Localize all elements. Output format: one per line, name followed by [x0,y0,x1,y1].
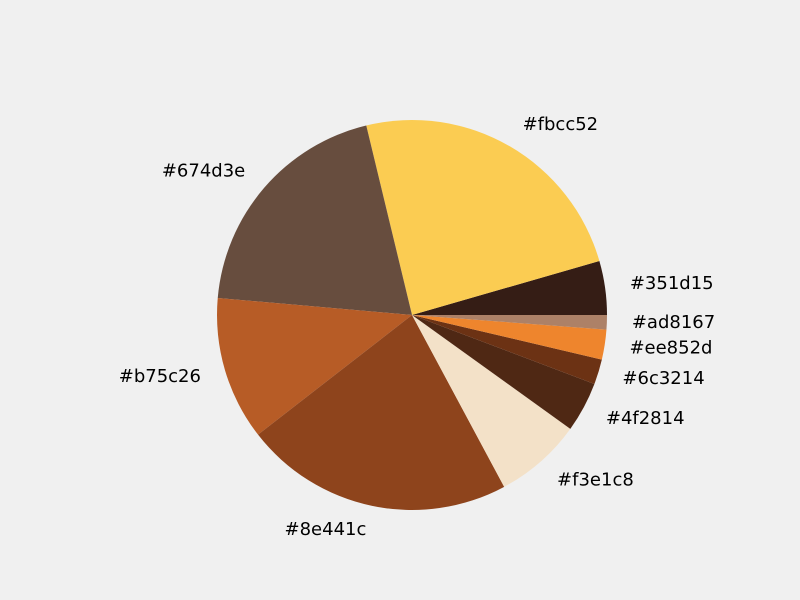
pie-slice-label-8: #ee852d [629,337,712,358]
pie-slice-9 [412,315,607,330]
pie-slice-label-1: #fbcc52 [523,114,599,135]
pie-slice-6 [412,315,595,429]
pie-slice-1 [366,119,600,315]
pie-slice-label-0: #351d15 [630,273,714,294]
pie-slice-label-6: #4f2814 [606,408,685,429]
pie-slice-label-9: #ad8167 [632,312,715,333]
pie-slice-2 [217,125,412,315]
pie-slice-label-2: #674d3e [162,160,245,181]
pie-slices [217,119,607,511]
pie-slice-label-3: #b75c26 [119,366,201,387]
pie-slice-7 [412,315,602,384]
pie-slice-8 [412,315,607,360]
pie-slice-5 [412,315,571,487]
pie-slice-3 [217,298,412,435]
pie-slice-4 [258,315,505,511]
pie-slice-label-4: #8e441c [285,519,367,540]
pie-slice-label-5: #f3e1c8 [557,469,634,490]
pie-labels: #351d15 #fbcc52 #674d3e #b75c26 #8e441c #f3e1… [119,114,715,540]
pie-slice-label-7: #6c3214 [622,368,704,389]
pie-slice-0 [412,261,607,315]
